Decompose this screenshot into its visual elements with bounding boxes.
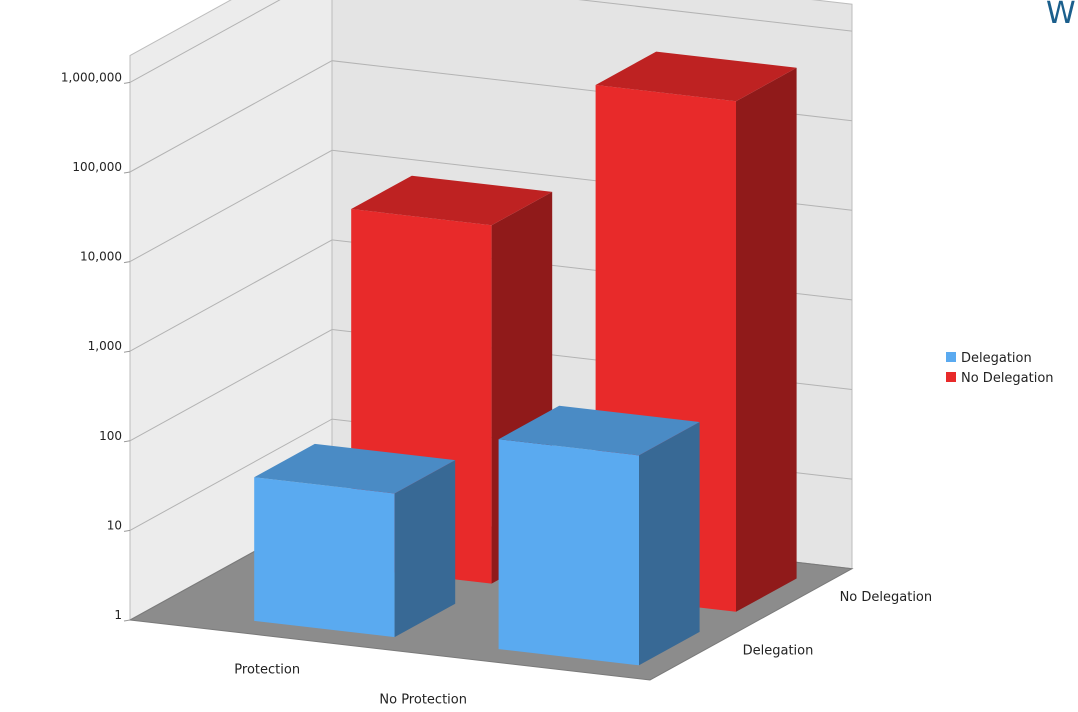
y-tick-label: 100,000 <box>72 160 122 174</box>
y-tick-label: 1 <box>114 608 122 622</box>
bar-top-face <box>351 175 553 226</box>
y-tick-mark <box>123 81 131 84</box>
bar-side-face <box>394 460 456 638</box>
y-tick-label: 1,000,000 <box>61 70 122 84</box>
y-tick-label: 10,000 <box>80 250 122 264</box>
x-category-label: Protection <box>234 663 300 678</box>
bar-top-face <box>254 443 456 494</box>
y-tick-label: 1,000 <box>88 339 122 353</box>
bar-top-face <box>498 405 700 456</box>
y-tick-mark <box>123 440 131 443</box>
legend-swatch <box>946 352 956 362</box>
legend-swatch <box>946 372 956 382</box>
corner-title: W <box>1046 0 1076 31</box>
bar-front-face <box>254 477 395 638</box>
y-tick-label: 100 <box>99 429 122 443</box>
category-labels: Protection No Protection Delegation No Dele… <box>234 590 932 708</box>
y-tick-mark <box>123 171 131 174</box>
y-tick-mark <box>123 350 131 353</box>
bar-side-face <box>639 422 700 666</box>
y-tick-mark <box>123 529 131 532</box>
depth-category-label: No Delegation <box>840 590 933 605</box>
y-tick-mark <box>123 261 131 264</box>
legend-label: No Delegation <box>961 371 1054 386</box>
bar-delegation-protection <box>254 443 456 638</box>
y-axis-ticks: 1 10 100 1,000 10,000 100,000 1,000,000 <box>61 70 131 622</box>
depth-category-label: Delegation <box>743 643 814 658</box>
y-tick-label: 10 <box>107 518 122 532</box>
bar-front-face <box>498 439 639 666</box>
gridline <box>129 0 853 83</box>
legend-label: Delegation <box>961 351 1032 366</box>
bar-top-face <box>595 51 797 102</box>
y-tick-mark <box>123 619 131 622</box>
legend: Delegation No Delegation <box>946 351 1054 386</box>
bar-delegation-no-protection <box>498 405 700 666</box>
x-category-label: No Protection <box>379 693 467 708</box>
bar-side-face <box>736 67 797 612</box>
bars <box>254 51 797 666</box>
